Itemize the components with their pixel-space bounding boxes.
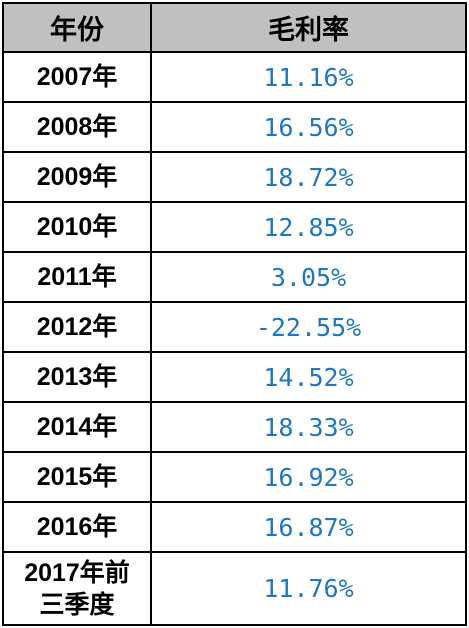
year-cell: 2015年 bbox=[2, 451, 152, 503]
margin-cell: 11.76% bbox=[150, 551, 467, 626]
year-cell: 2014年 bbox=[2, 401, 152, 453]
table-row: 2011年 3.05% bbox=[2, 251, 467, 303]
year-cell: 2011年 bbox=[2, 251, 152, 303]
year-cell: 2010年 bbox=[2, 201, 152, 253]
year-text: 2017年前三季度 bbox=[24, 558, 130, 619]
margin-cell: 11.16% bbox=[150, 51, 467, 103]
year-cell: 2007年 bbox=[2, 51, 152, 103]
header-cell: 毛利率 bbox=[150, 2, 467, 53]
margin-cell: -22.55% bbox=[150, 301, 467, 353]
year-cell: 2012年 bbox=[2, 301, 152, 353]
table-body: 2007年 11.16% 2008年 16.56% 2009年 18.72% 2010年 12… bbox=[2, 51, 467, 626]
table-row: 2016年 16.87% bbox=[2, 501, 467, 553]
header-cell: 年份 bbox=[2, 2, 152, 53]
table-row: 2017年前三季度 11.76% bbox=[2, 551, 467, 626]
table-row: 2009年 18.72% bbox=[2, 151, 467, 203]
margin-cell: 16.92% bbox=[150, 451, 467, 503]
year-text: 2015年 bbox=[36, 463, 118, 491]
header-row: 年份 毛利率 bbox=[2, 2, 467, 53]
margin-cell: 16.87% bbox=[150, 501, 467, 553]
year-cell: 2016年 bbox=[2, 501, 152, 553]
year-cell: 2013年 bbox=[2, 351, 152, 403]
year-text: 2014年 bbox=[36, 413, 118, 441]
year-text: 2009年 bbox=[36, 163, 118, 191]
table-row: 2008年 16.56% bbox=[2, 101, 467, 153]
margin-cell: 16.56% bbox=[150, 101, 467, 153]
year-text: 2016年 bbox=[36, 513, 118, 541]
year-text: 2010年 bbox=[36, 213, 118, 241]
table-header: 年份 毛利率 bbox=[2, 2, 467, 53]
year-cell: 2009年 bbox=[2, 151, 152, 203]
year-cell: 2017年前三季度 bbox=[2, 551, 152, 626]
year-text: 2007年 bbox=[36, 63, 118, 91]
table-row: 2014年 18.33% bbox=[2, 401, 467, 453]
margin-cell: 14.52% bbox=[150, 351, 467, 403]
margin-cell: 18.72% bbox=[150, 151, 467, 203]
table-row: 2015年 16.92% bbox=[2, 451, 467, 503]
margin-cell: 3.05% bbox=[150, 251, 467, 303]
table-row: 2012年 -22.55% bbox=[2, 301, 467, 353]
margin-cell: 12.85% bbox=[150, 201, 467, 253]
year-text: 2013年 bbox=[36, 363, 118, 391]
year-text: 2012年 bbox=[36, 313, 118, 341]
table-row: 2010年 12.85% bbox=[2, 201, 467, 253]
year-text: 2008年 bbox=[36, 113, 118, 141]
year-text: 2011年 bbox=[37, 263, 117, 291]
table-row: 2013年 14.52% bbox=[2, 351, 467, 403]
margin-cell: 18.33% bbox=[150, 401, 467, 453]
table-row: 2007年 11.16% bbox=[2, 51, 467, 103]
year-cell: 2008年 bbox=[2, 101, 152, 153]
